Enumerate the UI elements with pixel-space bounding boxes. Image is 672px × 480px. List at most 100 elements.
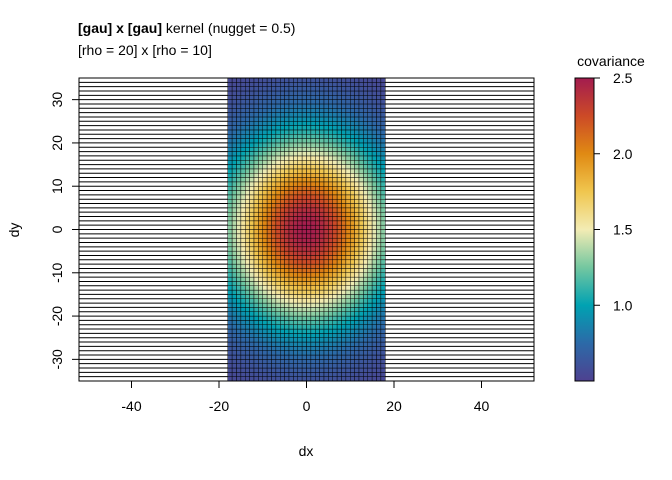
- heatmap-tile: [363, 242, 368, 248]
- heatmap-tile: [323, 160, 329, 165]
- heatmap-tile: [345, 220, 351, 226]
- heatmap-tile: [380, 302, 386, 308]
- heatmap-tile: [310, 276, 316, 282]
- heatmap-tile: [371, 108, 377, 113]
- heatmap-tile: [358, 77, 364, 83]
- heatmap-tile: [258, 151, 263, 157]
- heatmap-tile: [319, 294, 325, 299]
- heatmap-tile: [262, 173, 268, 178]
- heatmap-tile: [380, 155, 386, 161]
- heatmap-tile: [231, 285, 237, 291]
- heatmap-tile: [328, 173, 333, 178]
- heatmap-tile: [376, 185, 382, 191]
- heatmap-tile: [371, 207, 377, 213]
- heatmap-tile: [367, 246, 373, 252]
- heatmap-tile: [315, 324, 320, 330]
- heatmap-tile: [227, 168, 233, 174]
- heatmap-tile: [328, 194, 333, 200]
- heatmap-tile: [297, 311, 303, 317]
- heatmap-tile: [315, 134, 320, 139]
- heatmap-tile: [354, 142, 360, 148]
- heatmap-tile: [288, 233, 294, 239]
- heatmap-tile: [236, 125, 242, 131]
- heatmap-tile: [297, 129, 303, 135]
- heatmap-tile: [275, 86, 281, 92]
- heatmap-tile: [350, 220, 355, 226]
- heatmap-tile: [231, 229, 237, 235]
- heatmap-tile: [341, 350, 347, 356]
- heatmap-tile: [297, 181, 303, 187]
- heatmap-tile: [336, 207, 342, 213]
- heatmap-tile: [284, 203, 290, 209]
- heatmap-tile: [297, 341, 303, 347]
- heatmap-tile: [249, 108, 255, 113]
- heatmap-tile: [258, 224, 263, 230]
- heatmap-tile: [380, 108, 386, 113]
- heatmap-tile: [323, 220, 329, 226]
- heatmap-tile: [310, 224, 316, 230]
- heatmap-tile: [323, 216, 329, 222]
- heatmap-tile: [306, 129, 312, 135]
- heatmap-tile: [240, 363, 246, 369]
- heatmap-tile: [288, 185, 294, 191]
- heatmap-tile: [350, 207, 355, 213]
- heatmap-tile: [236, 190, 242, 196]
- heatmap-tile: [315, 129, 320, 135]
- heatmap-tile: [236, 86, 242, 92]
- heatmap-tile: [227, 250, 233, 256]
- heatmap-tile: [271, 194, 277, 200]
- heatmap-tile: [319, 185, 325, 191]
- heatmap-tile: [249, 255, 255, 261]
- heatmap-tile: [332, 229, 338, 235]
- heatmap-tile: [306, 134, 312, 139]
- heatmap-tile: [354, 276, 360, 282]
- heatmap-tile: [258, 99, 263, 105]
- heatmap-tile: [323, 272, 329, 278]
- legend-tick-label: 1.5: [613, 222, 633, 238]
- heatmap-tile: [341, 237, 347, 243]
- heatmap-tile: [341, 302, 347, 308]
- heatmap-tile: [310, 147, 316, 152]
- heatmap-tile: [367, 177, 373, 183]
- heatmap-tile: [297, 263, 303, 269]
- heatmap-tile: [306, 346, 312, 351]
- heatmap-tile: [231, 246, 237, 252]
- heatmap-tile: [266, 281, 272, 286]
- heatmap-tile: [266, 151, 272, 157]
- heatmap-tile: [280, 190, 285, 196]
- heatmap-tile: [266, 108, 272, 113]
- heatmap-tile: [275, 263, 281, 269]
- heatmap-tile: [363, 194, 368, 200]
- heatmap-tile: [301, 108, 307, 113]
- heatmap-tile: [354, 77, 360, 83]
- heatmap-tile: [354, 263, 360, 269]
- heatmap-tile: [332, 103, 338, 109]
- heatmap-tile: [354, 307, 360, 312]
- heatmap-tile: [262, 147, 268, 152]
- heatmap-tile: [297, 138, 303, 144]
- heatmap-tile: [380, 77, 386, 83]
- heatmap-tile: [345, 307, 351, 312]
- heatmap-tile: [271, 108, 277, 113]
- heatmap-tile: [319, 337, 325, 343]
- heatmap-tile: [315, 203, 320, 209]
- heatmap-tile: [358, 311, 364, 317]
- heatmap-tile: [231, 203, 237, 209]
- heatmap-tile: [266, 99, 272, 105]
- heatmap-tile: [266, 129, 272, 135]
- heatmap-tile: [231, 311, 237, 317]
- heatmap-tile: [332, 237, 338, 243]
- heatmap-tile: [306, 173, 312, 178]
- heatmap-tile: [328, 268, 333, 274]
- heatmap-tile: [231, 354, 237, 360]
- heatmap-tile: [341, 151, 347, 157]
- heatmap-tile: [236, 103, 242, 109]
- heatmap-tile: [380, 125, 386, 131]
- heatmap-tile: [236, 354, 242, 360]
- heatmap-tile: [275, 311, 281, 317]
- heatmap-tile: [266, 121, 272, 126]
- heatmap-tile: [332, 311, 338, 317]
- heatmap-tile: [249, 233, 255, 239]
- heatmap-tile: [266, 259, 272, 265]
